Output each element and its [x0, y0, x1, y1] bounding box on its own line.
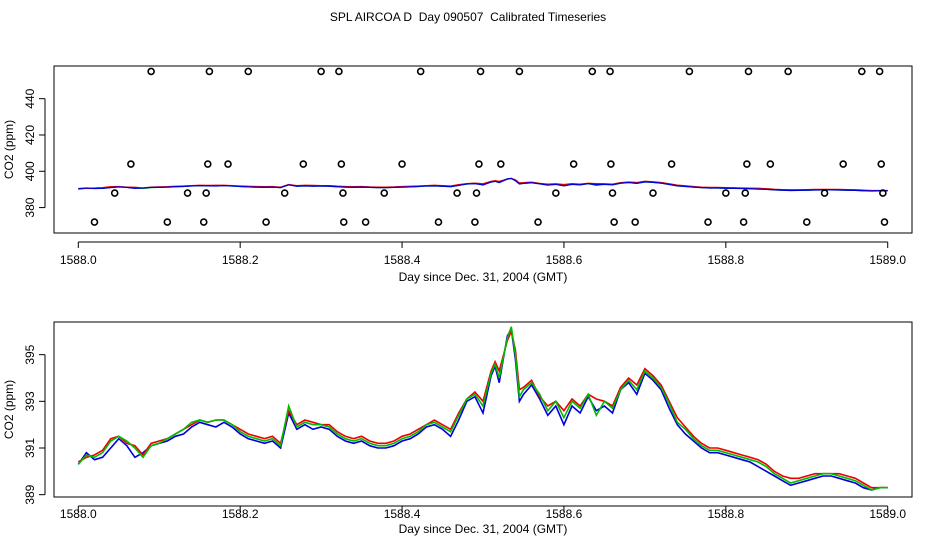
- calibration-point: [766, 160, 775, 168]
- calibration-point: [569, 160, 578, 168]
- series-line-blue: [77, 326, 888, 491]
- calibration-point: [244, 67, 253, 76]
- calibration-point: [398, 160, 406, 168]
- calibration-point: [744, 67, 753, 76]
- y-tick-label: 420: [23, 125, 37, 145]
- calibration-point: [631, 218, 639, 226]
- calibration-point: [722, 189, 730, 197]
- calibration-point: [877, 160, 886, 168]
- calibration-point: [839, 160, 847, 168]
- calibration-point: [339, 189, 347, 197]
- x-tick-label: 1588.6: [546, 253, 583, 267]
- y-tick-label: 400: [23, 161, 37, 181]
- calibration-point: [607, 160, 615, 168]
- x-tick-label: 1588.0: [60, 253, 97, 267]
- calibration-point: [476, 67, 485, 76]
- calibration-point: [335, 67, 343, 76]
- series-line-blue: [78, 177, 888, 192]
- calibration-point: [339, 218, 348, 226]
- calibration-point: [667, 160, 676, 168]
- calibration-point: [741, 189, 750, 197]
- calibration-point: [649, 189, 657, 197]
- calibration-point: [110, 189, 119, 197]
- y-tick-label: 393: [23, 391, 37, 411]
- x-tick-label: 1588.2: [222, 253, 259, 267]
- calibration-point: [608, 189, 617, 197]
- calibration-point: [224, 160, 232, 168]
- x-tick-label: 1588.0: [60, 507, 97, 521]
- calibration-point: [453, 189, 461, 197]
- calibration-point: [588, 67, 597, 76]
- y-tick-label: 389: [23, 484, 37, 504]
- x-tick-label: 1588.4: [384, 253, 421, 267]
- calibration-point: [534, 218, 542, 226]
- page-title: SPL AIRCOA D Day 090507 Calibrated Times…: [329, 10, 607, 24]
- y-axis-label: CO2 (ppm): [2, 120, 16, 179]
- calibration-point: [380, 189, 389, 197]
- calibration-point: [497, 160, 505, 168]
- x-tick-label: 1589.0: [869, 507, 906, 521]
- calibration-point: [472, 189, 481, 197]
- calibration-point: [875, 67, 884, 76]
- calibration-point: [203, 160, 212, 168]
- calibration-point: [90, 218, 99, 226]
- calibration-point: [262, 218, 270, 226]
- calibration-point: [685, 67, 694, 76]
- calibration-point: [784, 67, 792, 76]
- calibration-point: [739, 218, 748, 226]
- series-line-green: [77, 326, 888, 491]
- calibration-point: [743, 160, 751, 168]
- calibration-point: [199, 218, 208, 226]
- calibration-point: [858, 67, 866, 76]
- calibration-point: [802, 218, 811, 226]
- calibration-point: [416, 67, 425, 76]
- calibration-point: [163, 218, 172, 226]
- calibration-point: [361, 218, 370, 226]
- calibration-point: [147, 67, 155, 76]
- plot-frame-1: [53, 65, 913, 234]
- calibration-point: [880, 218, 889, 226]
- y-tick-label: 440: [23, 88, 37, 108]
- calibration-point: [205, 67, 214, 76]
- x-tick-label: 1588.2: [222, 507, 259, 521]
- y-tick-label: 395: [23, 344, 37, 364]
- calibration-point: [879, 189, 887, 197]
- calibration-point: [202, 189, 210, 197]
- y-tick-label: 380: [23, 197, 37, 217]
- calibration-point: [317, 67, 325, 76]
- plot-frame-2: [53, 321, 913, 498]
- x-tick-label: 1588.4: [384, 507, 421, 521]
- x-tick-label: 1588.8: [707, 253, 744, 267]
- x-tick-label: 1588.8: [707, 507, 744, 521]
- calibration-point: [820, 189, 829, 197]
- x-axis-label: Day since Dec. 31, 2004 (GMT): [399, 270, 568, 284]
- calibration-point: [183, 189, 192, 197]
- calibration-point: [704, 218, 712, 226]
- calibration-point: [299, 160, 308, 168]
- x-axis-label: Day since Dec. 31, 2004 (GMT): [399, 522, 568, 536]
- calibration-point: [471, 218, 479, 226]
- calibration-point: [552, 189, 560, 197]
- calibration-point: [434, 218, 443, 226]
- calibration-point: [337, 160, 346, 168]
- y-tick-label: 391: [23, 438, 37, 458]
- calibration-point: [280, 189, 289, 197]
- calibration-point: [127, 160, 135, 168]
- x-tick-label: 1588.6: [546, 507, 583, 521]
- calibration-point: [610, 218, 618, 226]
- calibration-point: [475, 160, 483, 168]
- y-axis-label: CO2 (ppm): [2, 380, 16, 439]
- calibration-point: [515, 67, 524, 76]
- calibration-point: [606, 67, 614, 76]
- x-tick-label: 1589.0: [869, 253, 906, 267]
